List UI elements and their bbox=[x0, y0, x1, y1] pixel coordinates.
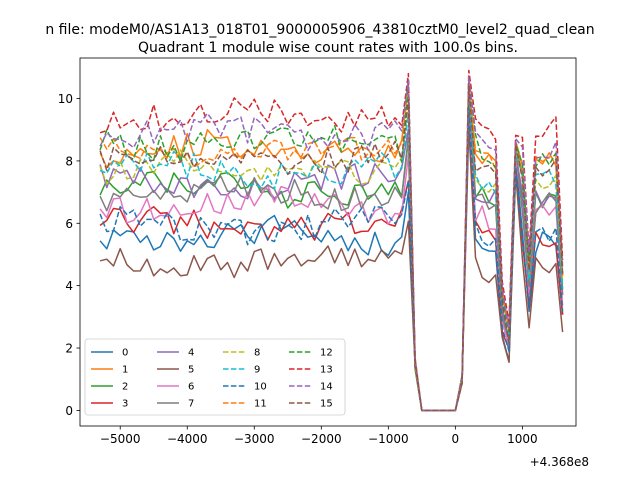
y-tick-label: 8 bbox=[65, 154, 73, 168]
y-tick-label: 10 bbox=[58, 92, 73, 106]
legend-label-12: 12 bbox=[320, 348, 333, 359]
legend-label-14: 14 bbox=[320, 382, 333, 393]
legend-label-8: 8 bbox=[254, 348, 260, 359]
x-tick-label: −5000 bbox=[100, 432, 141, 446]
y-tick-label: 6 bbox=[65, 217, 73, 231]
series-line-0 bbox=[99, 104, 564, 412]
legend-label-15: 15 bbox=[320, 399, 333, 410]
series-line-15 bbox=[99, 85, 564, 412]
series-line-14 bbox=[99, 75, 564, 412]
legend-label-5: 5 bbox=[188, 365, 194, 376]
plot-frame bbox=[79, 57, 577, 427]
x-tick-label: −2000 bbox=[301, 432, 342, 446]
x-tick-label: 1000 bbox=[507, 432, 538, 446]
legend-label-9: 9 bbox=[254, 365, 260, 376]
y-tick-label: 0 bbox=[65, 404, 73, 418]
series-line-7 bbox=[99, 94, 564, 412]
x-axis: −5000 −4000 −3000 −2000 −1000 0 1000 bbox=[100, 426, 538, 446]
legend-label-2: 2 bbox=[122, 382, 128, 393]
plot-area bbox=[79, 57, 577, 427]
legend-label-0: 0 bbox=[122, 348, 128, 359]
x-tick-label: −3000 bbox=[234, 432, 275, 446]
y-axis: 0 2 4 6 8 10 bbox=[58, 92, 80, 418]
legend-label-3: 3 bbox=[122, 399, 128, 410]
x-tick-label: −1000 bbox=[368, 432, 409, 446]
series-line-10 bbox=[99, 107, 564, 412]
y-tick-label: 4 bbox=[65, 279, 73, 293]
legend-box bbox=[84, 338, 346, 416]
series-line-11 bbox=[99, 82, 564, 412]
legend-label-13: 13 bbox=[320, 365, 333, 376]
legend-label-11: 11 bbox=[254, 399, 267, 410]
chart-title: Quadrant 1 module wise count rates with … bbox=[138, 40, 518, 56]
legend-label-1: 1 bbox=[122, 365, 128, 376]
legend-label-4: 4 bbox=[188, 348, 194, 359]
series-line-1 bbox=[99, 82, 564, 412]
series-line-12 bbox=[99, 79, 564, 412]
series-line-13 bbox=[99, 69, 564, 412]
x-tick-label: −4000 bbox=[167, 432, 208, 446]
y-tick-label: 2 bbox=[65, 342, 73, 356]
series-line-5 bbox=[99, 125, 564, 412]
x-offset-label: +4.368e8 bbox=[530, 455, 589, 469]
figure-title: n file: modeM0/AS1A13_018T01_9000005906_… bbox=[45, 22, 594, 38]
legend-label-10: 10 bbox=[254, 382, 267, 393]
legend-label-6: 6 bbox=[188, 382, 194, 393]
series-line-3 bbox=[99, 110, 564, 412]
legend-label-7: 7 bbox=[188, 399, 194, 410]
x-tick-label: 0 bbox=[452, 432, 460, 446]
series-line-9 bbox=[99, 91, 564, 412]
